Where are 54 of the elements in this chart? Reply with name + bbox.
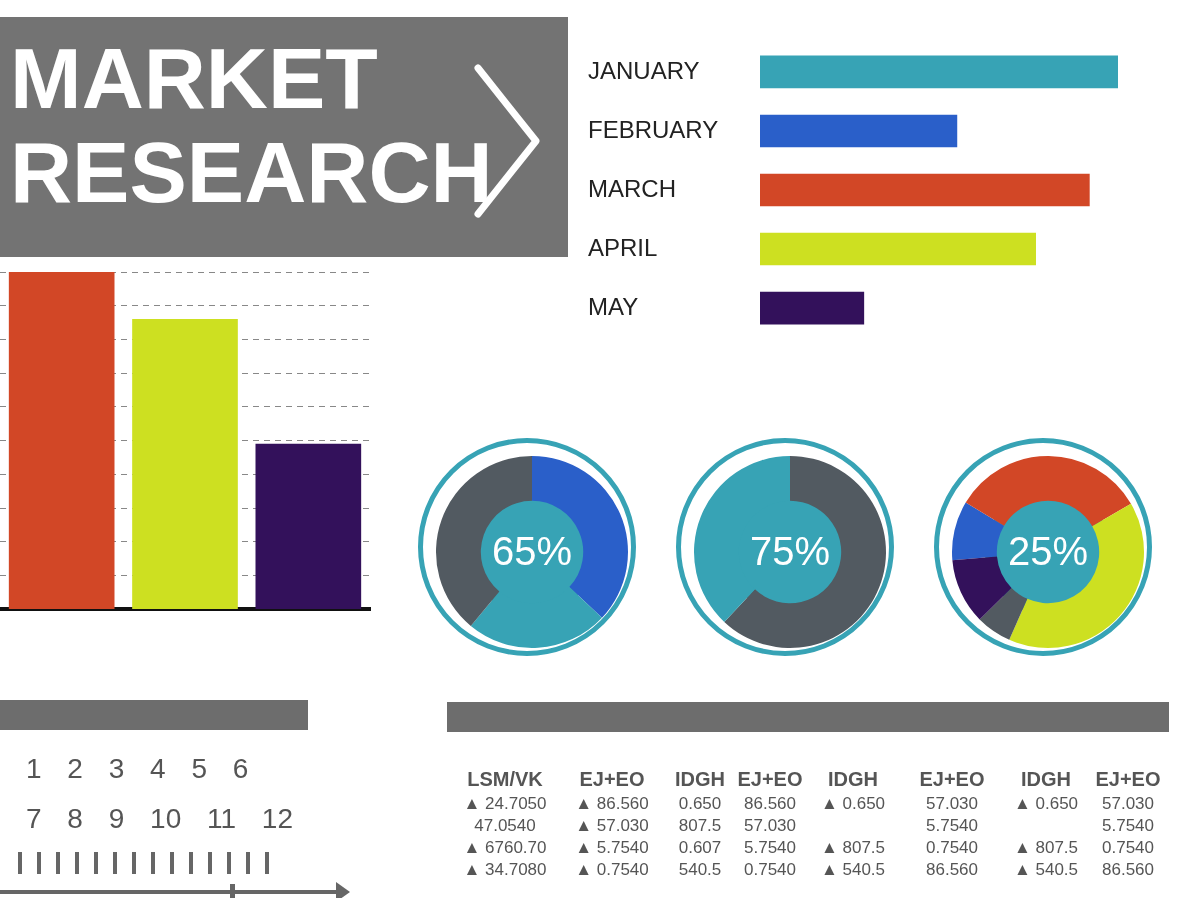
y-tick-label: MAY xyxy=(588,292,639,320)
text: 0.7540 xyxy=(925,838,979,858)
y-tick-label: FEBRUARY xyxy=(588,115,719,143)
category-label: EJ+EO xyxy=(1094,768,1162,791)
y-tick-label: APRIL xyxy=(588,233,658,261)
text: 57.030 xyxy=(1101,794,1155,814)
text: ▲ 6760.70 xyxy=(462,838,548,858)
text: ▲ 0.650 xyxy=(1012,794,1080,814)
category-label: IDGH xyxy=(827,768,879,791)
text: 5.7540 xyxy=(1101,816,1155,836)
text: 0.650 xyxy=(678,794,722,813)
category-label: IDGH xyxy=(675,768,725,790)
text: 86.560 xyxy=(743,794,797,814)
text: ▲ 807.5 xyxy=(819,838,887,858)
text: 86.560 xyxy=(1101,860,1155,880)
y-tick-label: JANUARY xyxy=(588,56,700,84)
category-label: IDGH xyxy=(1020,768,1072,791)
bar xyxy=(760,232,1036,266)
y-tick-label: MARCH xyxy=(588,174,676,202)
text: 86.560 xyxy=(925,860,979,880)
text: 57.030 xyxy=(743,816,797,836)
bar xyxy=(760,173,1090,207)
category-label: LSM/VK xyxy=(466,768,544,791)
text: ▲ 57.030 xyxy=(574,816,650,836)
text: ▲ 5.7540 xyxy=(574,838,650,858)
text: ▲ 0.7540 xyxy=(574,860,650,880)
category-label: EJ+EO xyxy=(737,768,803,790)
text: ▲ 34.7080 xyxy=(462,860,548,880)
text: 0.7540 xyxy=(743,860,797,880)
text: 540.5 xyxy=(678,860,722,879)
category-label: EJ+EO xyxy=(918,768,986,791)
text: ▲ 807.5 xyxy=(1012,838,1080,858)
text: 0.7540 xyxy=(1101,838,1155,858)
text: 47.0540 xyxy=(473,816,537,836)
text: 25% xyxy=(1007,529,1089,574)
text: 57.030 xyxy=(925,794,979,814)
chart-title: MARKET RESEARCH xyxy=(10,30,493,220)
text: 1 2 3 4 5 6 xyxy=(26,753,249,785)
text: ▲ 24.7050 xyxy=(462,794,548,814)
bar xyxy=(760,55,1118,89)
text: 807.5 xyxy=(678,816,722,835)
text: 5.7540 xyxy=(743,838,797,858)
text: ▲ 540.5 xyxy=(819,860,887,880)
text: 7 8 9 10 11 12 xyxy=(26,803,293,835)
text: 75% xyxy=(749,529,831,574)
text: ▲ 86.560 xyxy=(574,794,650,814)
bar xyxy=(760,291,865,325)
text: 5.7540 xyxy=(925,816,979,836)
bar xyxy=(760,114,958,148)
text: 0.607 xyxy=(678,838,722,857)
text: ▲ 540.5 xyxy=(1012,860,1080,880)
text: 65% xyxy=(491,529,573,574)
text: ▲ 0.650 xyxy=(819,794,887,814)
category-label: EJ+EO xyxy=(578,768,646,791)
